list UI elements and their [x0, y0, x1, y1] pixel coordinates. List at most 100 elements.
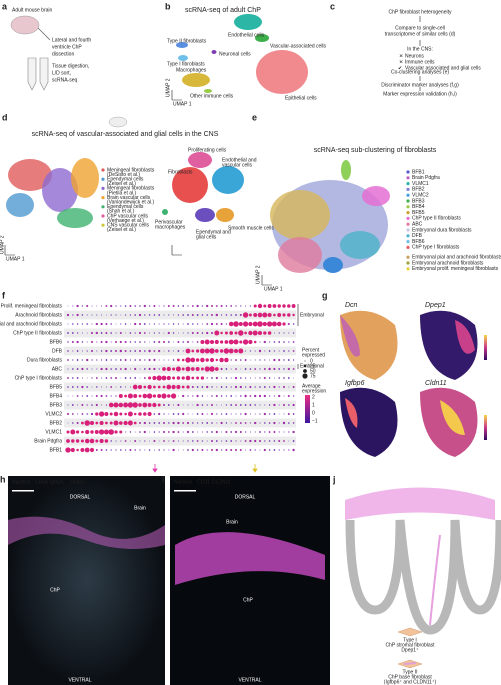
dot — [168, 440, 170, 442]
dot — [283, 350, 285, 352]
dot — [283, 332, 285, 334]
cross: ✕ — [399, 59, 403, 65]
panel-letter: f — [2, 290, 6, 300]
dot — [120, 305, 122, 307]
cluster-label: Neuronal cells — [219, 51, 251, 57]
dot — [225, 440, 228, 442]
legend-label: (DeSisto et al.) — [107, 172, 140, 178]
dot — [134, 350, 137, 352]
axis-label: UMAP 1 — [6, 256, 25, 262]
dot — [105, 367, 108, 371]
row-label: ChP type I fibroblasts — [15, 375, 63, 381]
dot — [204, 348, 210, 354]
dot — [148, 449, 151, 451]
region-label: DORSAL — [70, 494, 91, 500]
dot — [66, 412, 70, 416]
gene-label: Cldn11 — [425, 380, 447, 387]
dot — [95, 331, 98, 335]
dot — [219, 357, 224, 363]
dot — [206, 395, 208, 397]
legend-label: Embryonal dura fibroblasts — [412, 227, 472, 233]
row-band — [64, 328, 296, 338]
dot — [118, 421, 123, 425]
dot — [233, 339, 239, 345]
dot — [273, 377, 275, 379]
dot — [235, 314, 237, 316]
dot — [81, 323, 84, 325]
dot — [90, 331, 94, 335]
dot — [278, 394, 281, 398]
label: Co-clustering analyses (e) — [391, 69, 449, 75]
legend-label: Embryonal arachnoid fibroblasts — [412, 260, 484, 266]
dot — [248, 313, 252, 317]
dot — [240, 440, 242, 442]
dot — [253, 313, 258, 317]
axis-label: UMAP 2 — [0, 235, 5, 254]
dot — [133, 393, 138, 399]
region-label: VENTRAL — [238, 677, 261, 683]
dot — [263, 386, 266, 388]
dot — [172, 359, 175, 361]
dot — [240, 395, 242, 397]
dot — [253, 304, 257, 308]
region-label: Brain — [134, 505, 146, 511]
dot — [167, 404, 170, 406]
row-label: ChP type II fibroblasts — [13, 330, 62, 336]
dot — [214, 349, 219, 353]
dot — [220, 386, 223, 388]
dot — [235, 413, 237, 415]
title: scRNA-seq of vascular-associated and gli… — [32, 131, 219, 138]
stain-label: ConA — [35, 479, 48, 485]
dot — [89, 420, 95, 426]
dot — [228, 321, 234, 327]
dot — [168, 422, 170, 424]
dot — [176, 384, 181, 390]
label: 0 — [312, 410, 315, 416]
dot — [158, 449, 160, 451]
dot — [110, 350, 113, 352]
dot — [192, 341, 194, 343]
title: scRNA-seq sub-clustering of fibroblasts — [314, 147, 437, 154]
dot — [158, 431, 160, 433]
dot — [181, 376, 185, 380]
dot — [67, 386, 69, 388]
dot — [268, 377, 271, 379]
dot — [287, 313, 291, 317]
dot — [139, 431, 141, 433]
dot — [211, 449, 213, 451]
dot — [210, 331, 214, 335]
dot — [190, 357, 196, 363]
dot — [120, 314, 122, 316]
dot — [81, 350, 83, 352]
dot — [235, 440, 237, 442]
dot — [120, 386, 122, 388]
dot — [187, 413, 189, 415]
dot — [288, 431, 290, 433]
dot — [273, 341, 276, 343]
dot — [196, 394, 199, 398]
dot — [204, 366, 210, 372]
dot — [91, 359, 93, 361]
dot — [209, 357, 215, 363]
dot — [282, 421, 286, 425]
dot — [278, 332, 280, 334]
dot — [244, 394, 247, 398]
dot — [235, 395, 237, 397]
dot — [215, 358, 219, 362]
dot — [201, 448, 204, 452]
dot — [124, 440, 127, 442]
dot — [244, 368, 247, 370]
dot — [292, 359, 295, 361]
dot — [177, 314, 180, 316]
dot — [258, 439, 262, 443]
dot — [225, 404, 228, 406]
dot — [185, 375, 191, 381]
dot — [147, 411, 152, 417]
dot — [76, 395, 79, 397]
dot — [268, 367, 271, 371]
dot — [201, 431, 203, 433]
dot — [225, 422, 228, 424]
cluster-label: Other immune cells — [190, 93, 234, 99]
dot — [91, 377, 93, 379]
dot — [143, 368, 146, 370]
